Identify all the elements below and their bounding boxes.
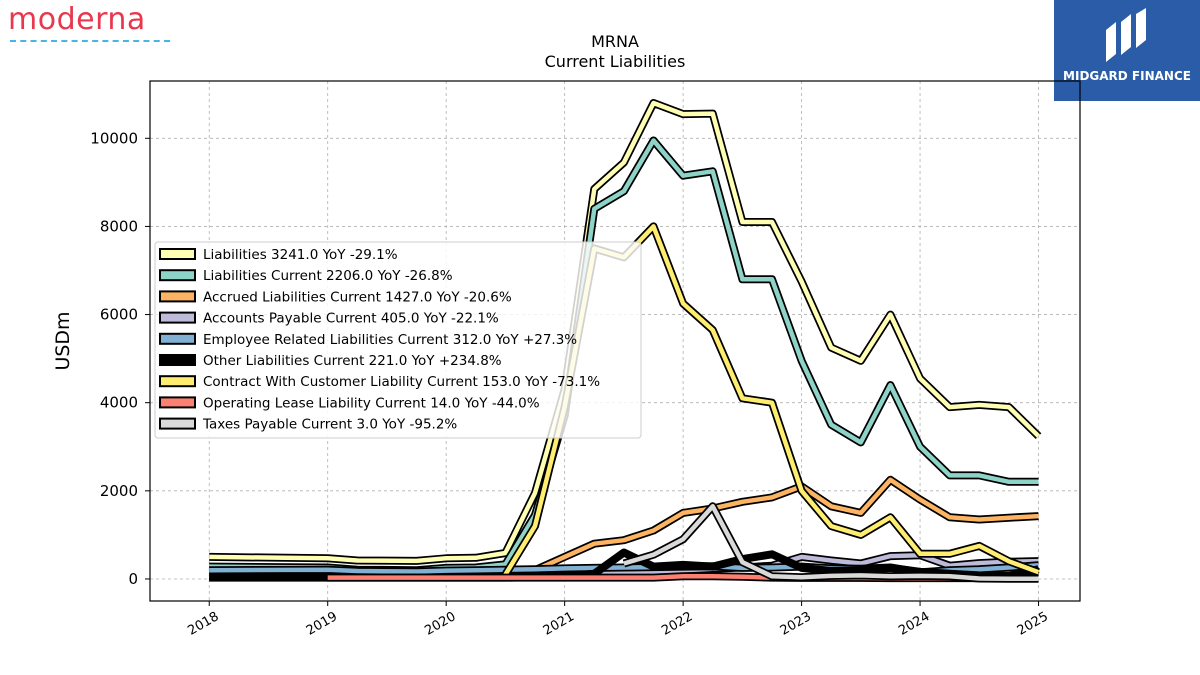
moderna-logo: moderna bbox=[8, 2, 170, 42]
series-0-line bbox=[209, 100, 1041, 564]
x-tick-label: 2020 bbox=[422, 609, 458, 639]
x-tick-label: 2018 bbox=[185, 609, 221, 639]
y-tick-label: 8000 bbox=[100, 217, 138, 235]
legend-swatch bbox=[159, 375, 196, 388]
series-8-line bbox=[623, 504, 1039, 582]
legend-swatch bbox=[159, 311, 196, 324]
legend-swatch bbox=[159, 248, 196, 260]
legend-label: Liabilities Current 2206.0 YoY -26.8% bbox=[203, 268, 453, 284]
midgard-finance-badge: MIDGARD FINANCE bbox=[1054, 0, 1200, 101]
legend-label: Other Liabilities Current 221.0 YoY +234… bbox=[203, 353, 502, 369]
legend-label: Accrued Liabilities Current 1427.0 YoY -… bbox=[203, 289, 512, 305]
legend-label: Taxes Payable Current 3.0 YoY -95.2% bbox=[202, 417, 457, 433]
y-tick-label: 2000 bbox=[100, 482, 138, 500]
legend-swatch bbox=[159, 269, 196, 282]
x-tick-label: 2024 bbox=[896, 609, 932, 639]
y-axis-label: USDm bbox=[52, 311, 74, 370]
legend-label: Operating Lease Liability Current 14.0 Y… bbox=[203, 395, 540, 411]
legend-swatch bbox=[159, 332, 196, 345]
plot-frame bbox=[149, 80, 1081, 602]
legend-label: Accounts Payable Current 405.0 YoY -22.1… bbox=[203, 311, 499, 327]
y-tick-label: 6000 bbox=[100, 306, 138, 324]
badge-label: MIDGARD FINANCE bbox=[1063, 69, 1191, 83]
legend-label: Contract With Customer Liability Current… bbox=[203, 374, 600, 390]
x-tick-label: 2021 bbox=[541, 609, 577, 639]
legend-label: Employee Related Liabilities Current 312… bbox=[203, 332, 577, 348]
x-tick-label: 2022 bbox=[659, 609, 695, 639]
x-tick-label: 2023 bbox=[778, 609, 814, 639]
legend-box bbox=[154, 241, 642, 439]
y-tick-label: 4000 bbox=[100, 394, 138, 412]
x-tick-label: 2019 bbox=[304, 609, 340, 639]
midgard-logo-icon bbox=[1106, 8, 1146, 62]
y-tick-label: 0 bbox=[128, 570, 138, 588]
y-tick-label: 10000 bbox=[90, 129, 138, 147]
legend-swatch bbox=[159, 396, 196, 409]
series-lines bbox=[209, 99, 1042, 583]
brand-underline bbox=[10, 40, 170, 42]
chart-title: MRNA bbox=[591, 32, 639, 51]
chart-subtitle: Current Liabilities bbox=[545, 52, 686, 71]
brand-name: moderna bbox=[8, 2, 146, 37]
x-tick-label: 2025 bbox=[1015, 609, 1051, 639]
legend: Liabilities 3241.0 YoY -29.1% Liabilities… bbox=[154, 241, 642, 439]
legend-swatch bbox=[159, 290, 196, 303]
legend-label: Liabilities 3241.0 YoY -29.1% bbox=[203, 247, 398, 263]
legend-swatch bbox=[159, 354, 196, 366]
legend-swatch bbox=[159, 417, 196, 430]
